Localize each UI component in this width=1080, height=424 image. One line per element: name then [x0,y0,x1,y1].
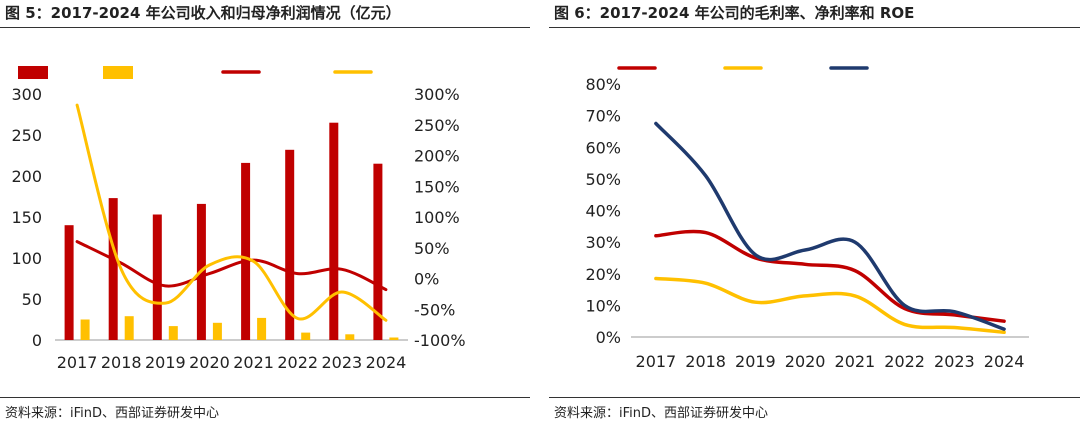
y2-tick-label: -50% [414,300,455,319]
line-roe [654,121,1006,331]
bar-revenue [64,225,74,340]
y-tick-label: 0% [596,328,621,347]
bar-net-profit [301,332,311,340]
left-title-rule [0,27,530,28]
y2-tick-label: -100% [414,331,466,350]
y-tick-label: 80% [585,75,621,94]
y2-tick-label: 150% [414,177,460,196]
legend-swatch-revenue [18,66,48,79]
left-figure-panel: 图 5：2017-2024 年公司收入和归母净利润情况（亿元） 0 50 100 15… [0,0,530,424]
x-tick-label: 2019 [145,353,186,372]
x-tick-label: 2017 [57,353,98,372]
x-tick-label: 2024 [984,352,1025,371]
y2-tick-label: 200% [414,147,460,166]
y-tick-label: 0 [32,331,42,350]
line-gross-margin [654,229,1006,323]
bar-net-profit [212,322,222,340]
legend-swatch-net-profit [103,66,133,79]
bar-net-profit [168,326,178,340]
y-tick-label: 300 [11,85,42,104]
y2-tick-label: 100% [414,208,460,227]
bar-revenue [152,214,162,340]
bar-revenue [329,122,339,340]
right-figure-title: 图 6：2017-2024 年公司的毛利率、净利率和 ROE [554,4,915,22]
y-tick-label: 20% [585,265,621,284]
x-tick-label: 2018 [101,353,142,372]
x-tick-label: 2021 [835,352,876,371]
line-revenue-growth [75,240,388,292]
bar-net-profit [345,334,355,340]
x-tick-label: 2019 [735,352,776,371]
line-profit-growth [75,103,388,322]
right-title-rule [549,27,1080,28]
x-tick-label: 2017 [636,352,677,371]
y-tick-label: 150 [11,208,42,227]
bar-revenue [373,163,383,340]
y2-tick-label: 0% [414,270,439,289]
x-tick-label: 2018 [685,352,726,371]
y-tick-label: 70% [585,107,621,126]
bar-net-profit [80,319,90,340]
bar-net-profit [124,316,134,340]
x-tick-label: 2020 [189,353,230,372]
x-tick-label: 2023 [934,352,975,371]
y-tick-label: 250 [11,126,42,145]
y-tick-label: 50% [585,170,621,189]
left-source-rule [0,397,530,398]
y-tick-label: 60% [585,138,621,157]
bar-net-profit [389,337,399,340]
right-source-note: 资料来源：iFinD、西部证券研发中心 [554,406,769,421]
bar-revenue [108,198,118,340]
x-tick-label: 2020 [785,352,826,371]
y2-tick-label: 300% [414,85,460,104]
y-tick-label: 200 [11,167,42,186]
left-figure-title: 图 5：2017-2024 年公司收入和归母净利润情况（亿元） [5,4,401,22]
bar-revenue [241,162,251,340]
x-tick-label: 2022 [884,352,925,371]
y2-tick-label: 50% [414,239,450,258]
y-tick-label: 50 [22,290,42,309]
bar-net-profit [257,317,267,340]
right-source-rule [549,397,1080,398]
x-tick-label: 2024 [366,353,407,372]
margin-roe-chart: 0% 10% 20% 30% 40% 50% 60% 70% 80% 2017 2018 2019 20… [585,66,1029,371]
x-tick-label: 2023 [321,353,362,372]
bar-revenue [285,149,295,340]
y-tick-label: 30% [585,233,621,252]
x-tick-label: 2021 [233,353,274,372]
revenue-profit-chart: 0 50 100 150 200 250 300 -100% -50% 0% 50% 100% 150%… [11,66,466,372]
line-net-margin [654,276,1006,335]
y-tick-label: 10% [585,296,621,315]
y-tick-label: 100 [11,249,42,268]
left-source-note: 资料来源：iFinD、西部证券研发中心 [5,406,220,421]
right-figure-panel: 图 6：2017-2024 年公司的毛利率、净利率和 ROE 0% 10% 20% 3… [549,0,1080,424]
x-tick-label: 2022 [277,353,318,372]
y-tick-label: 40% [585,202,621,221]
y2-tick-label: 250% [414,116,460,135]
